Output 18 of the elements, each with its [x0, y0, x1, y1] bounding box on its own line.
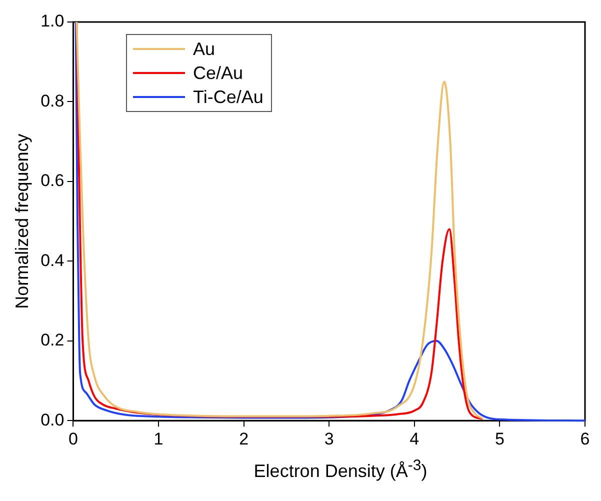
x-tick-label: 2	[239, 429, 249, 448]
y-axis-title: Normalized frequency	[12, 134, 32, 309]
legend-label: Ti-Ce/Au	[193, 86, 264, 109]
x-axis-title: Electron Density (Å$^{-3}$)	[252, 457, 428, 482]
y-tick-label: 0.2	[40, 330, 64, 350]
y-tick-label: 0.4	[40, 250, 64, 270]
x-tick-label: 4	[410, 429, 420, 448]
x-tick-label: 3	[324, 429, 334, 448]
x-tick-label: 6	[580, 429, 590, 448]
y-tick-label: 0.0	[40, 410, 64, 430]
y-tick-label: 0.6	[40, 171, 64, 190]
y-tick-label: 1.0	[40, 12, 64, 31]
y-tick-label: 0.8	[40, 91, 64, 110]
x-tick-label: 5	[494, 429, 504, 448]
legend-label: Au	[193, 38, 216, 61]
x-tick-label: 1	[154, 429, 164, 448]
x-tick-label: 0	[68, 429, 78, 448]
legend-label: Ce/Au	[193, 62, 244, 85]
